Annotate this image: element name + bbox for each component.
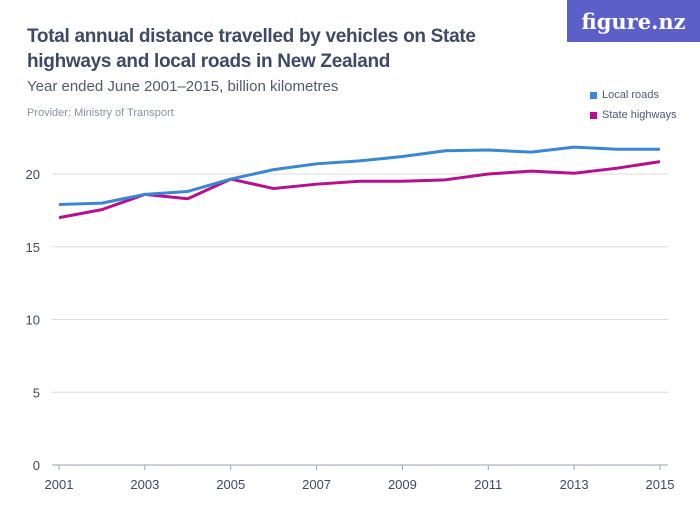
x-tick-label: 2007 xyxy=(302,477,331,492)
y-tick-label: 20 xyxy=(26,167,40,182)
provider: Provider: Ministry of Transport xyxy=(27,107,174,119)
chart-subtitle: Year ended June 2001–2015, billion kilom… xyxy=(27,78,339,95)
y-tick-label: 5 xyxy=(33,385,40,400)
legend-label: Local roads xyxy=(602,89,659,101)
x-tick-label: 2013 xyxy=(560,477,589,492)
figure-nz-logo[interactable]: figure.nz xyxy=(567,0,700,42)
legend: Local roads State highways xyxy=(590,85,677,125)
x-tick-label: 2005 xyxy=(216,477,245,492)
x-tick-label: 2001 xyxy=(45,477,74,492)
y-tick-label: 15 xyxy=(26,240,40,255)
y-tick-label: 0 xyxy=(33,458,40,473)
series-line-state-highways xyxy=(58,160,661,220)
x-tick-label: 2015 xyxy=(646,477,675,492)
chart-title: Total annual distance travelled by vehic… xyxy=(27,26,476,72)
legend-item-state-highways: State highways xyxy=(590,105,677,125)
x-tick-label: 2011 xyxy=(474,477,502,492)
series-line-local-roads xyxy=(58,145,660,207)
legend-swatch xyxy=(590,91,597,99)
x-tick-label: 2003 xyxy=(130,477,159,492)
x-tick-label: 2009 xyxy=(388,477,417,492)
legend-item-local-roads: Local roads xyxy=(590,85,677,105)
y-tick-label: 10 xyxy=(26,313,40,328)
legend-swatch xyxy=(590,111,597,119)
legend-label: State highways xyxy=(602,109,677,121)
